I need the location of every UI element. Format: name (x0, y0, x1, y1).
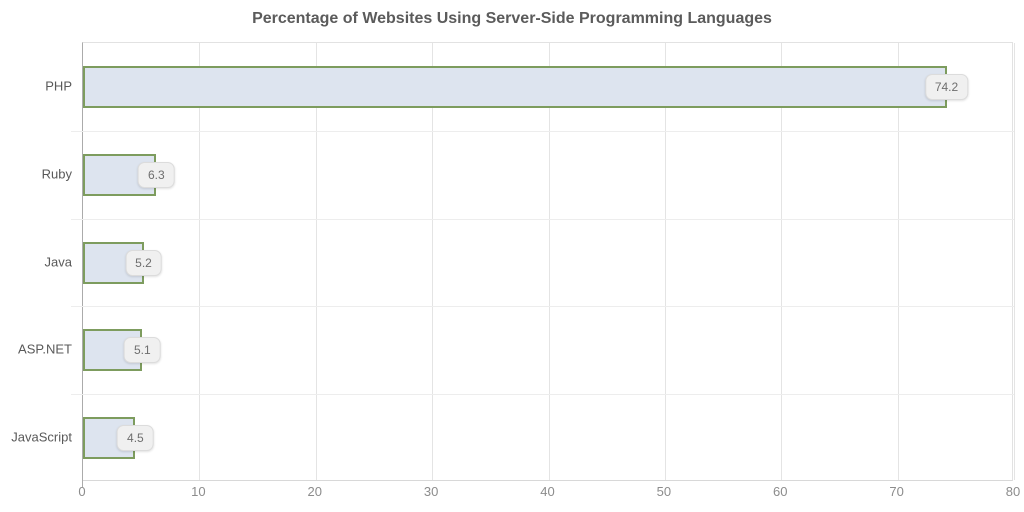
x-tick-label: 50 (656, 484, 672, 499)
x-tick-label: 80 (1005, 484, 1021, 499)
chart-title: Percentage of Websites Using Server-Side… (252, 10, 772, 27)
value-badge: 6.3 (137, 161, 175, 188)
gridline-vertical (664, 43, 666, 480)
y-axis-tick (82, 480, 83, 487)
gridline-horizontal (71, 130, 1014, 132)
plot-area: 74.2 6.3 5.2 5.1 4.5 (71, 42, 1015, 487)
gridline-horizontal (71, 394, 1014, 396)
gridline-horizontal (71, 218, 1014, 220)
gridline-vertical (199, 43, 201, 480)
value-badge: 5.2 (125, 249, 162, 276)
x-tick-label: 30 (423, 484, 439, 499)
bar-php (83, 65, 947, 108)
value-badge: 5.1 (124, 337, 161, 364)
gridline-vertical (781, 43, 783, 480)
x-tick-label: 10 (191, 484, 206, 499)
gridline-vertical (548, 43, 550, 480)
x-tick-label: 60 (773, 484, 788, 499)
value-badge: 74.2 (924, 73, 969, 100)
category-label: ASP.NET (18, 341, 72, 357)
gridline-vertical (315, 43, 317, 480)
x-tick-label: 70 (889, 484, 904, 499)
gridline-horizontal (71, 306, 1014, 308)
category-label: JavaScript (11, 429, 72, 445)
x-tick-label: 0 (78, 484, 86, 499)
value-badge: 4.5 (117, 425, 154, 452)
x-tick-label: 20 (307, 484, 322, 499)
bar-java (83, 241, 144, 284)
gridline-vertical (432, 43, 434, 480)
gridline-vertical (1014, 43, 1015, 480)
bar-ruby (83, 153, 157, 196)
category-label: Java (44, 254, 72, 269)
x-axis-tick-labels: 0 10 20 30 40 50 60 70 80 (78, 484, 1020, 504)
x-tick-label: 40 (540, 484, 555, 499)
category-label: PHP (45, 78, 72, 94)
gridline-vertical (897, 43, 899, 480)
category-label: Ruby (41, 166, 72, 182)
y-axis-category-labels: PHP Ruby Java ASP.NET JavaScript (0, 42, 82, 481)
